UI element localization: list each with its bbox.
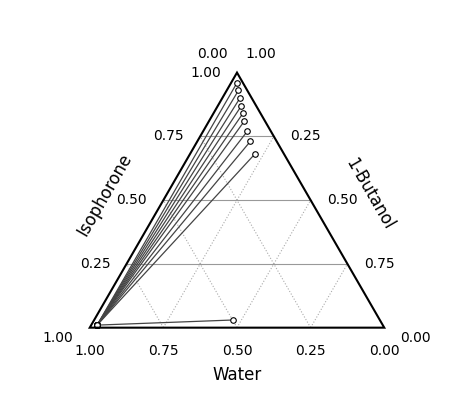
Text: 0.25: 0.25 xyxy=(290,129,320,143)
Text: 0.50: 0.50 xyxy=(222,344,252,358)
Text: 0.50: 0.50 xyxy=(117,193,147,207)
Text: 1.00: 1.00 xyxy=(190,66,221,80)
Text: 0.50: 0.50 xyxy=(327,193,357,207)
Text: 1.00: 1.00 xyxy=(43,331,73,344)
Text: 0.75: 0.75 xyxy=(364,257,394,271)
Text: Isophorone: Isophorone xyxy=(73,150,135,239)
Text: 0.00: 0.00 xyxy=(369,344,400,358)
Text: 1-Butanol: 1-Butanol xyxy=(342,155,397,233)
Text: Water: Water xyxy=(212,366,262,384)
Text: 0.25: 0.25 xyxy=(295,344,326,358)
Text: 1.00: 1.00 xyxy=(246,47,277,61)
Text: 0.75: 0.75 xyxy=(148,344,179,358)
Text: 0.75: 0.75 xyxy=(154,129,184,143)
Text: 0.00: 0.00 xyxy=(401,331,431,344)
Text: 0.00: 0.00 xyxy=(198,47,228,61)
Text: 1.00: 1.00 xyxy=(74,344,105,358)
Text: 0.25: 0.25 xyxy=(80,257,110,271)
